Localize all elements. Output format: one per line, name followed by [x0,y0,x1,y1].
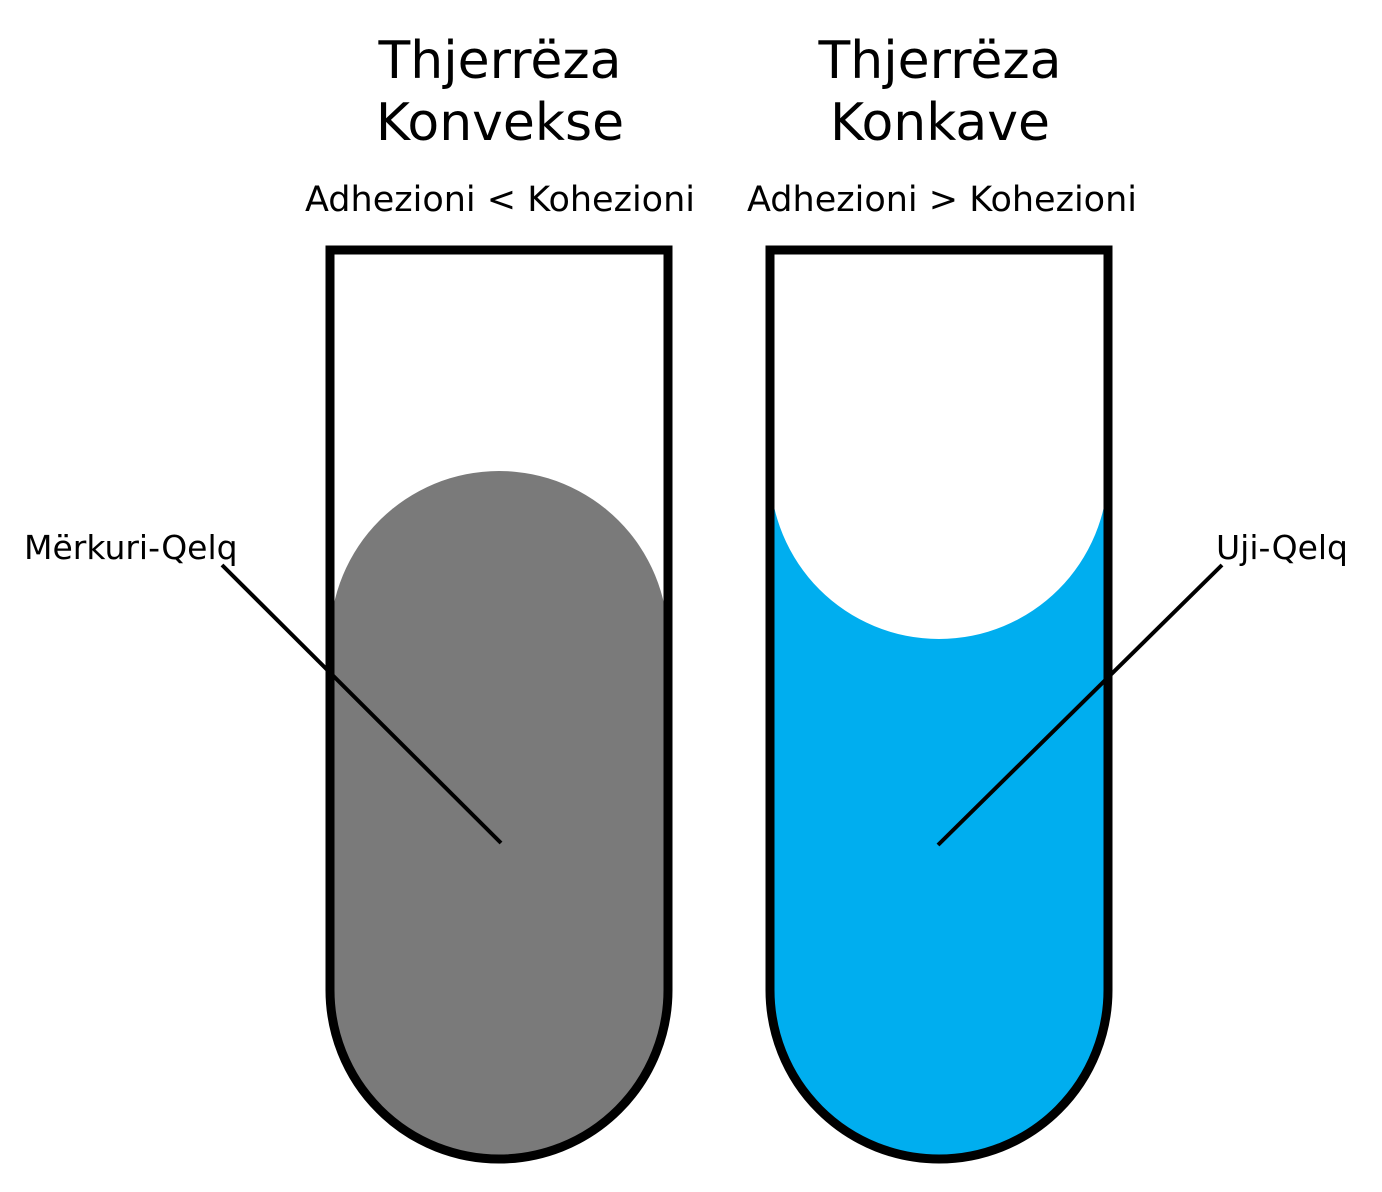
concave-relation-text: Adhezioni > Kohezioni [746,180,1137,220]
mercury-glass-label: Mërkuri-Qelq [24,528,238,567]
mercury-label-leader-line [220,563,503,845]
concave-title-line1: Thjerrëza [818,31,1062,91]
concave-lens-title: Thjerrëza Konkave [690,30,1190,154]
mercury-tube-outline [325,245,673,1164]
concave-title-line2: Konkave [829,93,1051,153]
water-liquid [770,470,1108,1159]
convex-lens-title: Thjerrëza Konvekse [250,30,750,154]
mercury-tube [220,245,673,1164]
water-glass-label: Uji-Qelq [1216,528,1348,567]
convex-title-line2: Konvekse [375,93,625,153]
mercury-liquid [330,471,668,1159]
convex-relation-text: Adhezioni < Kohezioni [304,180,695,220]
water-tube [765,245,1224,1164]
water-tube-outline [765,245,1113,1164]
convex-title-line1: Thjerrëza [378,31,622,91]
water-label-leader-line [936,563,1224,847]
